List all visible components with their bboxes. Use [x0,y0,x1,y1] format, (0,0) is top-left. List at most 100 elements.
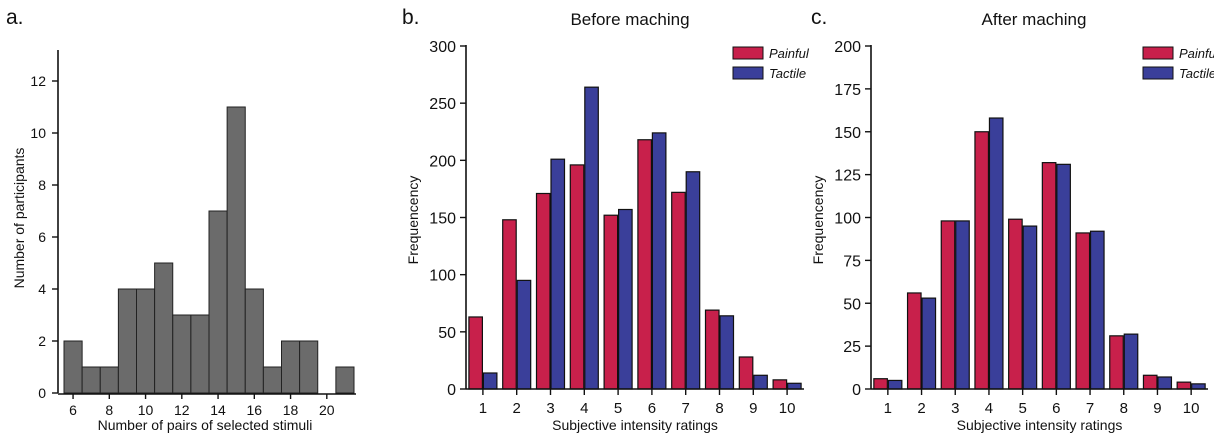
x-tick-label: 9 [749,400,757,417]
tactile-bar [921,297,937,390]
x-tick-label: 6 [648,400,656,417]
x-tick-label: 1 [884,400,892,417]
hist-bar [281,340,301,394]
tactile-bar [685,171,701,390]
painful-legend-label: Painful [769,46,810,61]
y-axis-title: Frequencency [405,176,421,265]
x-tick-label: 20 [319,402,335,418]
painful-bar [704,309,720,390]
panel-label-b: b. [402,6,420,29]
painful-bar [1109,335,1124,390]
x-tick-label: 5 [1018,400,1026,417]
painful-bar [1075,232,1091,390]
tactile-bar [1056,163,1071,390]
x-tick-label: 8 [1120,400,1128,417]
y-axis-title: Frequencency [810,176,826,265]
tactile-bar [516,279,532,390]
x-tick-label: 18 [283,402,299,418]
y-tick-label: 200 [834,39,861,56]
hist-bar [136,288,156,394]
x-tick-label: 7 [1086,400,1094,417]
tactile-bar [550,158,566,390]
tactile-bar [887,379,903,390]
y-tick-label: 150 [834,125,861,142]
y-tick-label: 0 [447,382,456,399]
painful-bar [637,139,653,390]
painful-bar [1041,162,1057,390]
tactile-bar [651,132,667,390]
y-tick-label: 50 [843,296,861,313]
painful-bar [468,316,483,390]
tactile-bar [617,208,633,390]
hist-bar [172,314,192,394]
x-tick-label: 9 [1153,400,1161,417]
y-tick-label: 0 [852,382,861,399]
x-tick-label: 5 [614,400,622,417]
x-tick-label: 16 [247,402,263,418]
painful-bar [873,378,888,390]
tactile-bar [988,117,1004,390]
y-axis-title: Number of participants [11,148,27,289]
hist-bar [81,366,101,394]
painful-bar [671,191,686,390]
tactile-bar [1089,230,1105,390]
painful-bar [1008,218,1023,390]
x-axis-title: Subjective intensity ratings [552,417,718,433]
x-tick-label: 1 [479,400,487,417]
panel-a: a. 0 2 4 6 8 10 12 6 8 10 12 14 16 18 20 Number of pairs… [6,6,356,433]
y-tick-label: 4 [38,281,46,297]
tactile-legend-swatch [732,66,764,80]
painful-bar [603,214,619,390]
y-tick-label: 2 [38,333,46,349]
y-tick-label: 300 [429,39,456,56]
y-tick-label: 75 [843,253,861,270]
painful-bar [569,164,585,390]
hist-bar [208,210,228,394]
x-tick-label: 10 [779,400,796,417]
x-tick-label: 3 [951,400,959,417]
x-tick-label: 4 [580,400,588,417]
x-tick-label: 14 [210,402,226,418]
x-tick-label: 4 [985,400,993,417]
hist-bar [299,340,319,394]
panel-label-a: a. [6,6,24,29]
hist-bar [190,314,210,394]
chart-title: Before maching [570,10,689,29]
x-tick-label: 6 [69,402,77,418]
x-tick-label: 2 [917,400,925,417]
hist-bar [335,366,355,394]
x-tick-label: 8 [715,400,723,417]
painful-bar [535,192,551,390]
panel-label-c: c. [811,6,827,29]
painful-bar [502,219,517,390]
y-tick-label: 6 [38,229,46,245]
hist-bar [154,262,174,394]
tactile-bar [1157,376,1173,390]
y-tick-label: 125 [834,168,861,185]
hist-bar [99,366,119,394]
painful-bar [940,220,956,390]
x-tick-label: 2 [513,400,521,417]
painful-bar [1142,374,1158,390]
x-tick-label: 3 [546,400,554,417]
tactile-bar [482,372,498,390]
painful-legend-swatch [1142,46,1174,60]
painful-bar [772,379,788,390]
x-tick-label: 12 [174,402,190,418]
y-tick-label: 250 [429,96,456,113]
y-tick-label: 100 [834,211,861,228]
x-tick-label: 10 [138,402,154,418]
y-tick-label: 150 [429,211,456,228]
x-tick-label: 7 [682,400,690,417]
y-tick-label: 50 [438,325,456,342]
y-tick-label: 175 [834,82,861,99]
painful-legend-swatch [732,46,764,60]
y-tick-label: 12 [30,73,46,89]
tactile-bar [1123,333,1139,390]
x-axis-title: Subjective intensity ratings [957,417,1123,433]
tactile-bar [955,220,970,390]
chart-title: After maching [982,10,1087,29]
